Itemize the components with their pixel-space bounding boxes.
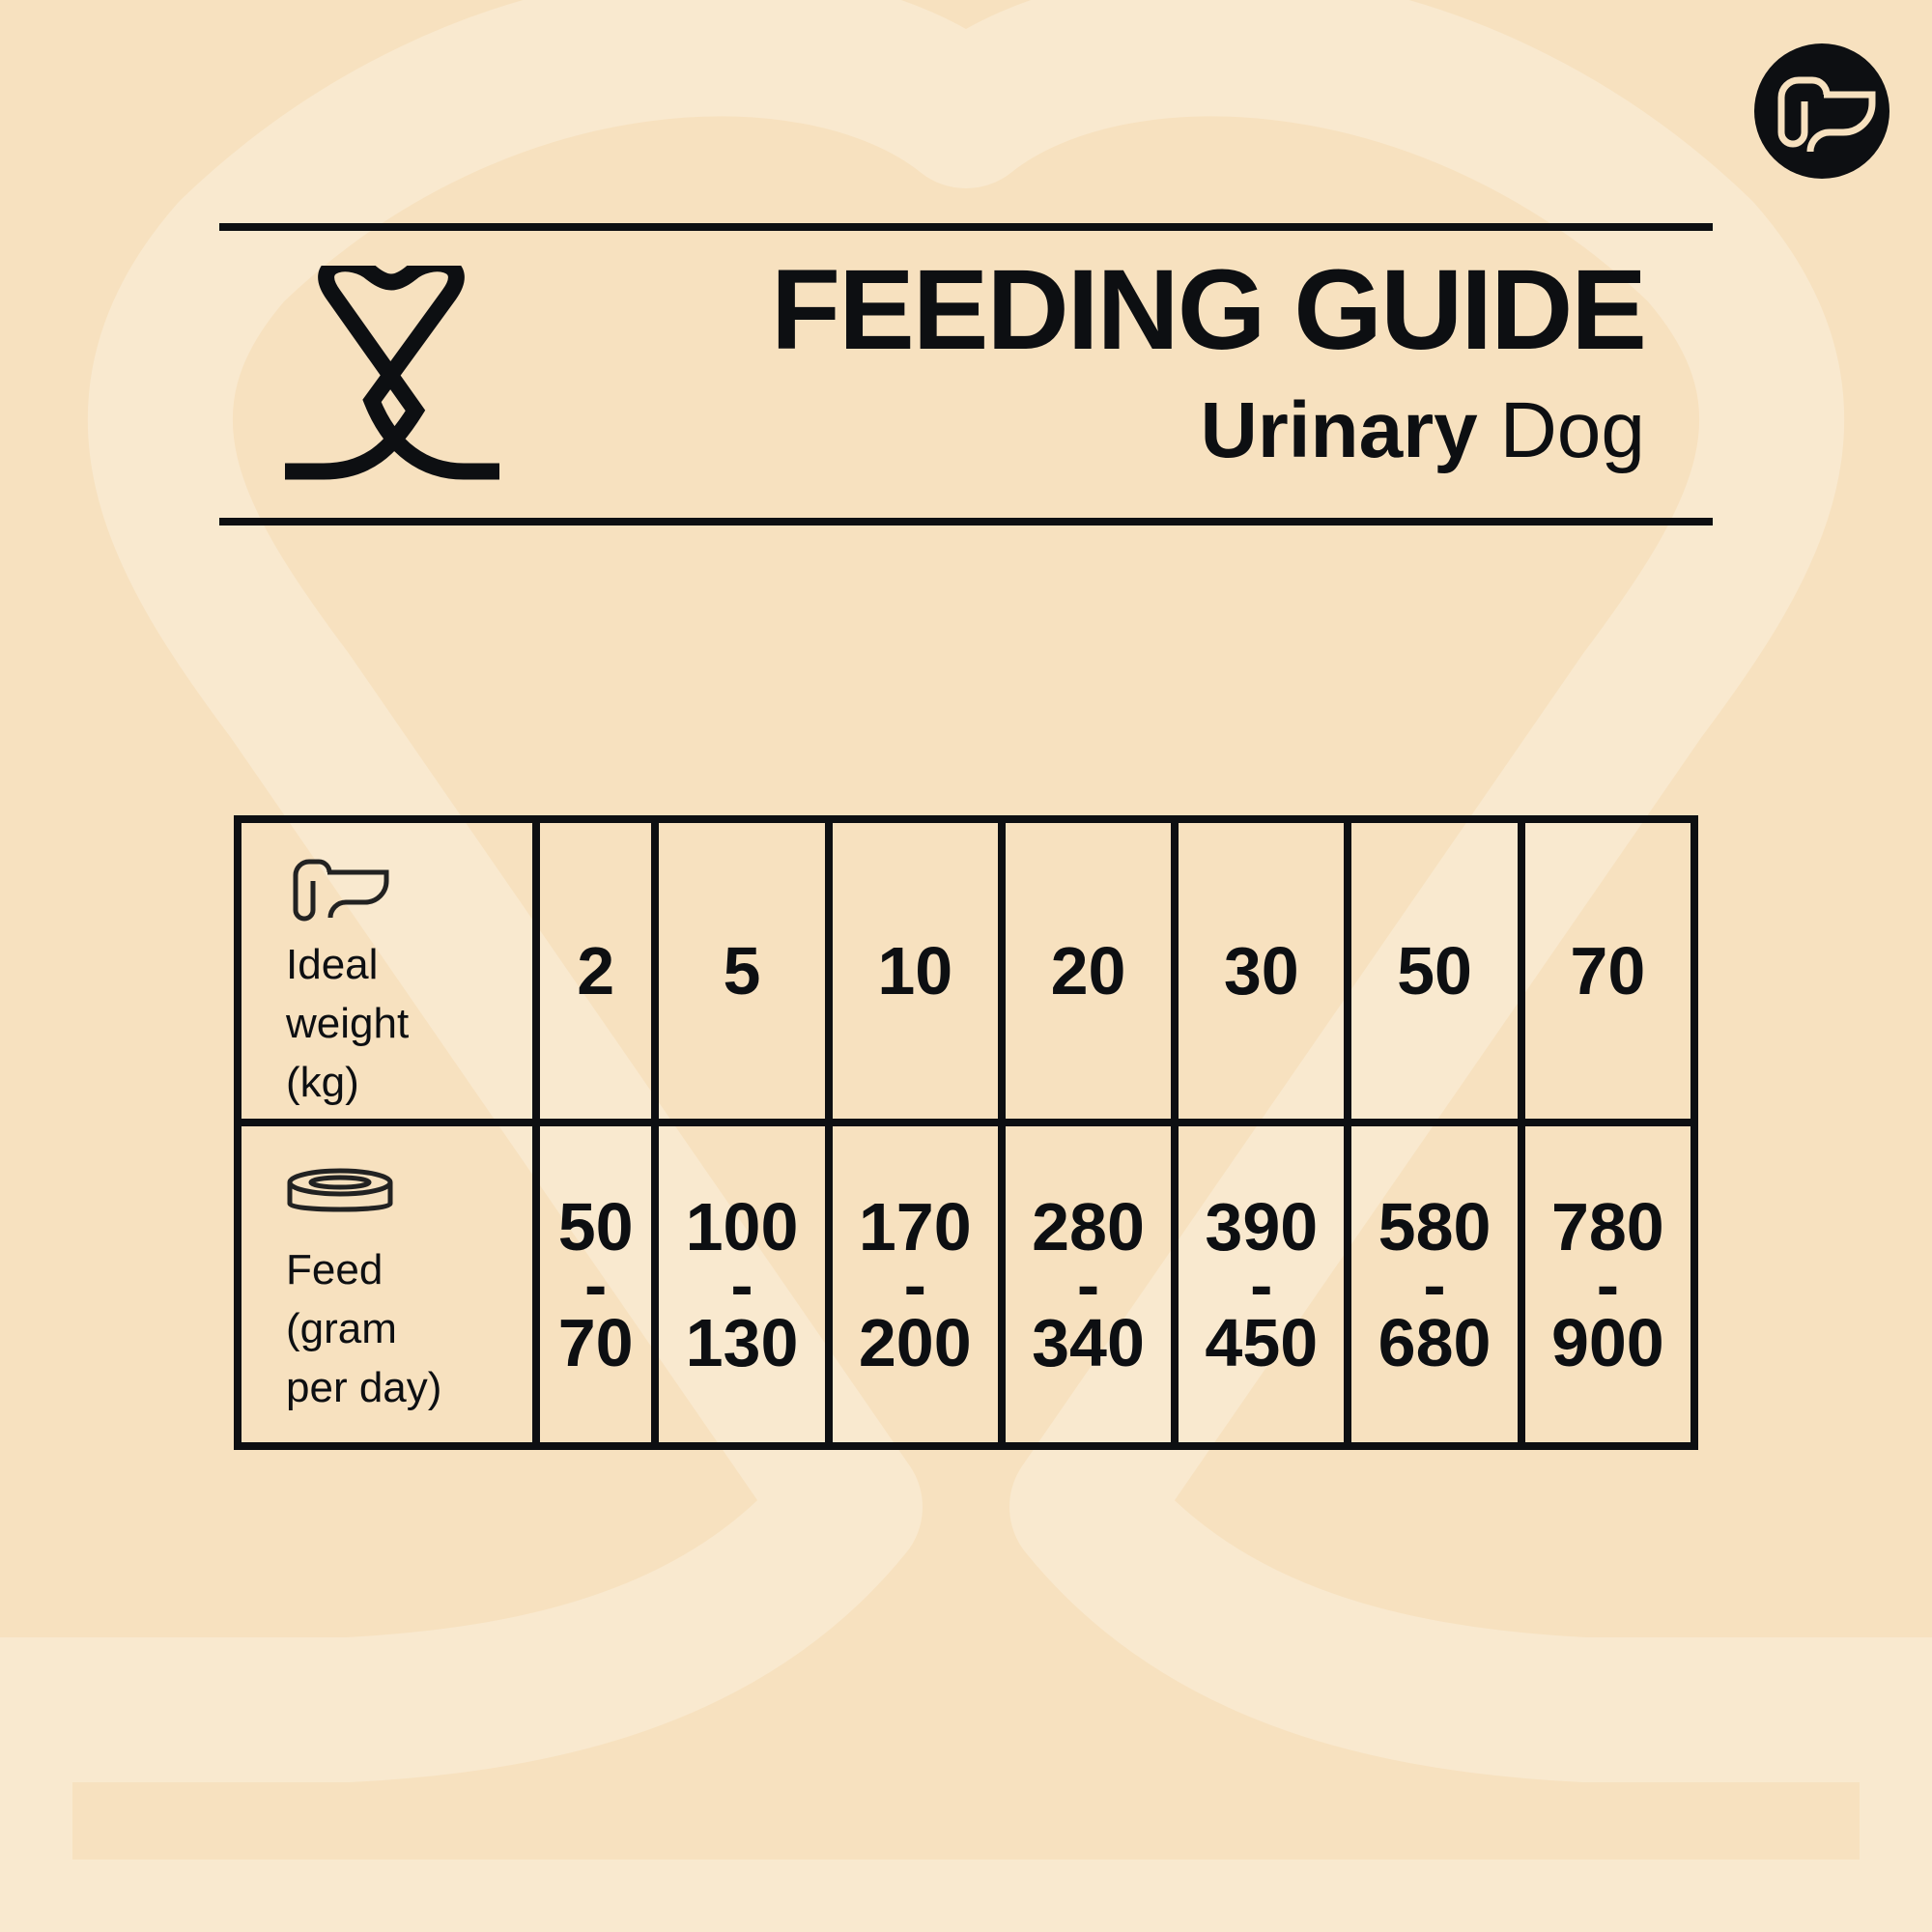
top-rule xyxy=(219,223,1713,231)
feed-min: 280 xyxy=(1032,1188,1145,1264)
feed-separator: - xyxy=(903,1246,926,1322)
table-row-feed: Feed (gram per day) 50-70 100-130 170-20… xyxy=(234,1119,1699,1450)
weight-label-line: weight xyxy=(286,1000,410,1047)
feed-max: 340 xyxy=(1032,1304,1145,1380)
feed-label-line: (gram xyxy=(286,1305,397,1352)
weight-header-cell: Ideal weight (kg) xyxy=(234,815,540,1126)
feed-separator: - xyxy=(1250,1246,1273,1322)
subtitle-species: Dog xyxy=(1499,386,1645,474)
feed-separator: - xyxy=(730,1246,753,1322)
feed-separator: - xyxy=(1596,1246,1619,1322)
feed-cell: 780-900 xyxy=(1517,1119,1699,1450)
page-title: FEEDING GUIDE xyxy=(771,246,1647,374)
feed-cell: 280-340 xyxy=(997,1119,1179,1450)
page-subtitle: Urinary Dog xyxy=(1201,391,1645,470)
feed-min: 390 xyxy=(1205,1188,1319,1264)
weight-cell: 20 xyxy=(997,815,1179,1126)
subtitle-product: Urinary xyxy=(1200,386,1478,474)
feed-header-cell: Feed (gram per day) xyxy=(234,1119,540,1450)
weight-label-line: (kg) xyxy=(286,1059,359,1106)
dog-head-icon xyxy=(293,859,389,922)
feeding-table: Ideal weight (kg) 2 5 10 20 30 50 70 Fee… xyxy=(234,815,1699,1450)
feed-min: 100 xyxy=(685,1188,799,1264)
feed-separator: - xyxy=(1076,1246,1100,1322)
feed-max: 680 xyxy=(1378,1304,1492,1380)
feed-max: 200 xyxy=(858,1304,972,1380)
weight-cell: 30 xyxy=(1171,815,1352,1126)
feed-min: 780 xyxy=(1550,1188,1664,1264)
feed-max: 900 xyxy=(1550,1304,1664,1380)
feed-max: 130 xyxy=(685,1304,799,1380)
feed-cell: 580-680 xyxy=(1344,1119,1525,1450)
bottom-rule xyxy=(219,518,1713,526)
feed-min: 170 xyxy=(858,1188,972,1264)
feed-max: 450 xyxy=(1205,1304,1319,1380)
weight-cell: 2 xyxy=(531,815,660,1126)
weight-cell: 70 xyxy=(1517,815,1699,1126)
heart-ribbon-icon xyxy=(285,266,499,480)
weight-cell: 10 xyxy=(824,815,1006,1126)
feed-min: 580 xyxy=(1378,1188,1492,1264)
feed-separator: - xyxy=(584,1246,608,1322)
feed-cell: 100-130 xyxy=(651,1119,833,1450)
feed-min: 50 xyxy=(557,1188,634,1264)
dog-head-icon xyxy=(1754,43,1889,179)
table-row-weight: Ideal weight (kg) 2 5 10 20 30 50 70 xyxy=(234,815,1699,1126)
feed-max: 70 xyxy=(557,1304,634,1380)
feed-label-line: per day) xyxy=(286,1364,442,1411)
bowl-icon xyxy=(287,1168,393,1212)
weight-cell: 50 xyxy=(1344,815,1525,1126)
feed-label-line: Feed xyxy=(286,1246,384,1293)
feed-cell: 390-450 xyxy=(1171,1119,1352,1450)
feed-cell: 170-200 xyxy=(824,1119,1006,1450)
feed-cell: 50-70 xyxy=(531,1119,660,1450)
weight-cell: 5 xyxy=(651,815,833,1126)
weight-label-line: Ideal xyxy=(286,941,379,988)
feed-separator: - xyxy=(1423,1246,1446,1322)
